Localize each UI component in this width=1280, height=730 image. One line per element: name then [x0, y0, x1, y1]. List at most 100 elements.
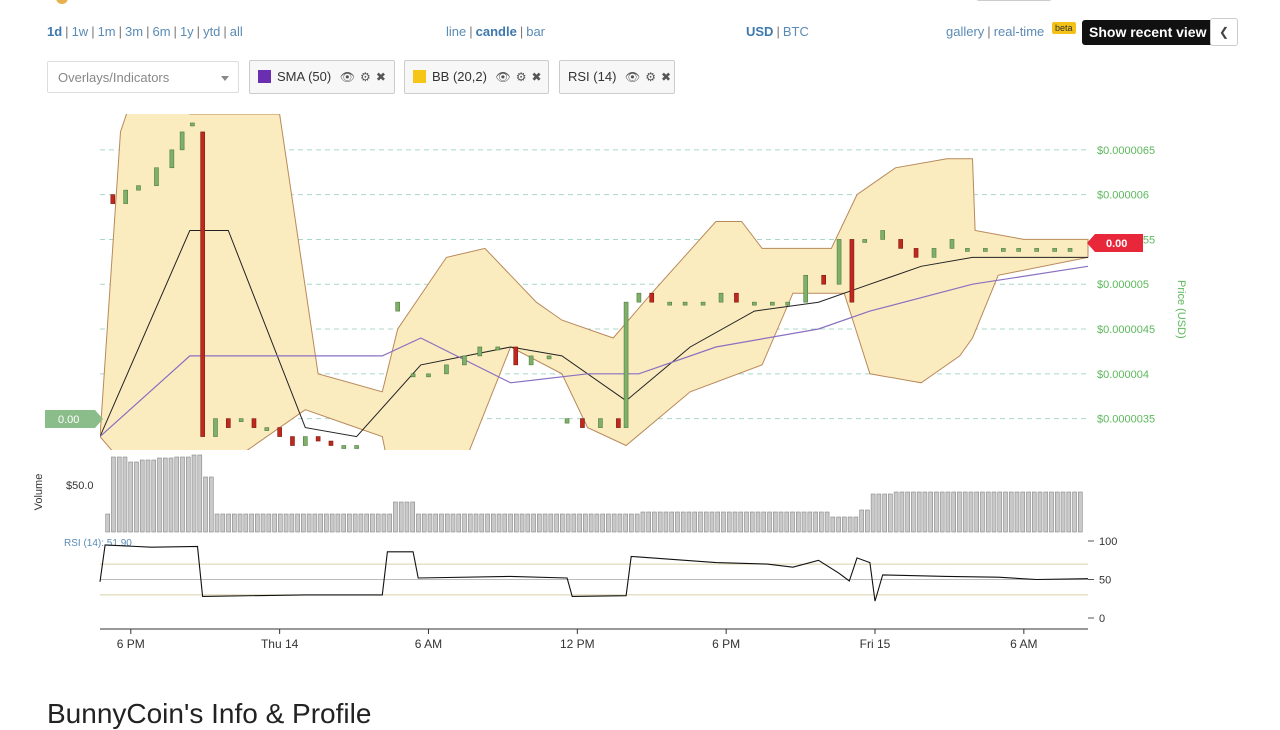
range-3m[interactable]: 3m: [125, 24, 144, 39]
view-real-time[interactable]: real-time: [993, 24, 1045, 39]
current-price-label: 0.00: [1106, 238, 1127, 250]
candle-up: [190, 122, 195, 127]
indicator-chip-sma: SMA (50) 👁 ⚙ ✖: [249, 60, 395, 94]
volume-bar: [249, 513, 254, 533]
volume-bar: [957, 491, 962, 533]
volume-bar: [496, 513, 502, 533]
candle-up: [564, 418, 570, 424]
candle-down: [849, 239, 855, 303]
indicators-select[interactable]: Overlays/Indicators: [47, 61, 239, 93]
chevron-down-icon: [221, 76, 229, 81]
range-6m[interactable]: 6m: [152, 24, 171, 39]
volume-bar: [945, 491, 951, 533]
volume-bar: [870, 493, 876, 533]
range-ytd[interactable]: ytd: [203, 24, 221, 39]
candle-up: [1001, 248, 1006, 252]
close-icon[interactable]: ✖: [375, 70, 386, 84]
chevron-left-icon[interactable]: ❮: [1210, 18, 1238, 46]
volume-bar: [508, 513, 513, 533]
candle-up: [667, 301, 673, 306]
close-icon[interactable]: ✖: [531, 70, 542, 84]
range-all[interactable]: all: [229, 24, 243, 39]
volume-bar: [698, 511, 703, 533]
currencie-usd[interactable]: USD: [746, 24, 774, 39]
eye-icon[interactable]: 👁: [339, 70, 356, 84]
volume-bar: [847, 516, 853, 533]
volume-bar: [398, 501, 404, 533]
candle-up: [179, 131, 185, 151]
volume-bar: [588, 513, 594, 533]
candle-down: [328, 440, 334, 446]
volume-bar: [600, 513, 605, 533]
volume-bar: [583, 513, 588, 533]
range-1w[interactable]: 1w: [71, 24, 89, 39]
close-icon[interactable]: ✖: [661, 70, 672, 84]
gear-icon[interactable]: ⚙: [645, 70, 657, 84]
price-tick-label: $0.0000035: [1097, 414, 1155, 426]
range-1d[interactable]: 1d: [47, 24, 63, 39]
gear-icon[interactable]: ⚙: [515, 70, 527, 84]
range-1m[interactable]: 1m: [97, 24, 116, 39]
volume-bar: [226, 513, 231, 533]
separator: |: [118, 24, 123, 39]
price-tick-label: $0.000004: [1097, 369, 1149, 381]
volume-bar: [985, 491, 991, 533]
view-gallery[interactable]: gallery: [946, 24, 985, 39]
volume-bar: [1043, 491, 1049, 533]
volume-bar: [721, 511, 726, 533]
volume-bar: [939, 491, 945, 533]
candle-up: [752, 301, 757, 306]
view-selector: gallery | real-time: [946, 24, 1044, 39]
chart_type-bar[interactable]: bar: [526, 24, 546, 39]
range-1y[interactable]: 1y: [179, 24, 194, 39]
candle-down: [913, 248, 919, 258]
volume-bar: [842, 516, 847, 533]
volume-bar: [347, 513, 352, 533]
candle-up: [1052, 248, 1057, 252]
eye-icon[interactable]: 👁: [495, 70, 511, 84]
volume-bar: [266, 513, 272, 533]
chart_type-line[interactable]: line: [446, 24, 467, 39]
volume-bar: [968, 491, 974, 533]
eye-icon[interactable]: 👁: [625, 70, 641, 84]
gear-icon[interactable]: ⚙: [360, 70, 371, 84]
candle-up: [785, 301, 791, 306]
volume-bar: [381, 513, 387, 533]
candle-up: [302, 436, 308, 446]
chart_type-candle[interactable]: candle: [475, 24, 517, 39]
volume-bar: [830, 516, 836, 533]
volume-bar: [289, 513, 295, 533]
volume-bar: [329, 513, 335, 533]
volume-bar: [796, 511, 801, 533]
price-chart[interactable]: $0.0000035 $0.000004 $0.0000045 $0.000005 $0…: [0, 0, 1280, 690]
candle-up: [213, 418, 218, 437]
volume-bar: [899, 491, 905, 533]
volume-bar: [807, 511, 813, 533]
volume-bar: [1060, 491, 1066, 533]
volume-bar: [439, 513, 444, 533]
currencie-btc[interactable]: BTC: [782, 24, 809, 39]
volume-bar: [416, 513, 421, 533]
volume-bar: [640, 511, 646, 533]
volume-bar: [732, 511, 738, 533]
sma-line: [100, 265, 1089, 438]
candle-up: [495, 346, 501, 351]
volume-bar: [876, 493, 882, 533]
volume-bar: [652, 511, 657, 533]
volume-bar: [801, 511, 807, 533]
candle-up: [123, 189, 128, 204]
volume-bar: [312, 513, 318, 533]
volume-bar: [404, 501, 410, 533]
volume-bar: [318, 513, 323, 533]
volume-bar: [548, 513, 554, 533]
indicators-select-placeholder: Overlays/Indicators: [58, 70, 170, 85]
volume-bar: [485, 513, 490, 533]
x-tick-label: 6 PM: [712, 637, 740, 651]
bollinger-band-group: [100, 114, 1089, 450]
indicator-chip-bb: BB (20,2) 👁 ⚙ ✖: [404, 60, 549, 94]
candle-up: [983, 248, 988, 252]
rsi-tick-label: 50: [1099, 575, 1111, 587]
volume-bar: [888, 493, 893, 533]
separator: |: [519, 24, 524, 39]
volume-axis-label: Volume: [33, 474, 45, 511]
